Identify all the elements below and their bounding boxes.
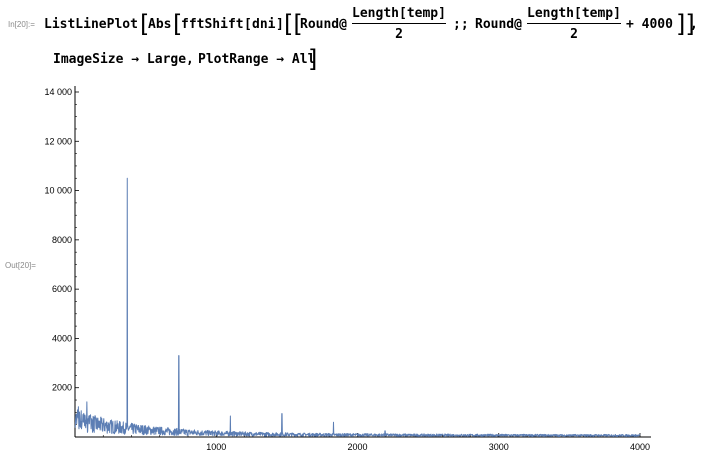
- code-span: ;;: [453, 17, 469, 32]
- y-tick-label: 10 000: [44, 186, 72, 196]
- y-tick-label: 12 000: [44, 136, 72, 146]
- y-tick-label: 8000: [52, 235, 72, 245]
- fraction-2-bar: [527, 23, 621, 24]
- fraction-2-denominator: 2: [570, 27, 578, 42]
- code-round-1: Round@: [300, 17, 347, 32]
- x-tick-label: 2000: [347, 442, 367, 452]
- bracket-open-1: [: [140, 10, 150, 38]
- fraction-1-denominator: 2: [395, 27, 403, 42]
- fraction-1-bar: [352, 23, 446, 24]
- fraction-2: Length[temp] 2: [527, 6, 621, 42]
- code-fftshift: fftShift: [181, 17, 244, 32]
- output-label: Out[20]=: [5, 261, 36, 270]
- code-option-imagesize: ImageSize → Large,: [53, 52, 194, 67]
- input-label: In[20]:=: [8, 20, 35, 29]
- code-abs: Abs: [148, 17, 172, 32]
- x-tick-label: 1000: [206, 442, 226, 452]
- bracket-outer-close: ]: [308, 45, 318, 73]
- y-tick-label: 4000: [52, 333, 72, 343]
- code-option-plotrange: PlotRange → All: [198, 52, 316, 67]
- series-line: [74, 177, 641, 437]
- fraction-2-numerator: Length[temp]: [527, 6, 621, 21]
- bracket-open-2: [: [173, 10, 183, 38]
- code-dni: dni: [252, 17, 276, 32]
- code-bracket-3: [: [244, 17, 252, 32]
- bracket-part-open: [[: [284, 10, 303, 38]
- bracket-close: ]]: [676, 10, 695, 38]
- fraction-1-numerator: Length[temp]: [352, 6, 446, 21]
- x-tick-label: 3000: [489, 442, 509, 452]
- code-plus-4000: + 4000: [626, 17, 673, 32]
- y-tick-label: 14 000: [44, 87, 72, 97]
- x-tick-label: 4000: [630, 442, 650, 452]
- code-round-2: Round@: [475, 17, 522, 32]
- y-tick-label: 2000: [52, 383, 72, 393]
- code-listlineplot: ListLinePlot: [44, 17, 138, 32]
- fraction-1: Length[temp] 2: [352, 6, 446, 42]
- code-bracket-4: ]: [276, 17, 284, 32]
- code-comma: ,: [690, 17, 698, 32]
- y-tick-label: 6000: [52, 284, 72, 294]
